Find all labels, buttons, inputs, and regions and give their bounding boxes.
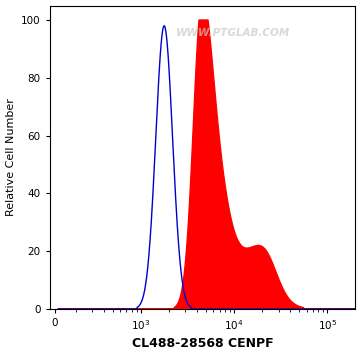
X-axis label: CL488-28568 CENPF: CL488-28568 CENPF [132,337,273,350]
Y-axis label: Relative Cell Number: Relative Cell Number [5,98,16,216]
Text: WWW.PTGLAB.COM: WWW.PTGLAB.COM [176,28,290,38]
